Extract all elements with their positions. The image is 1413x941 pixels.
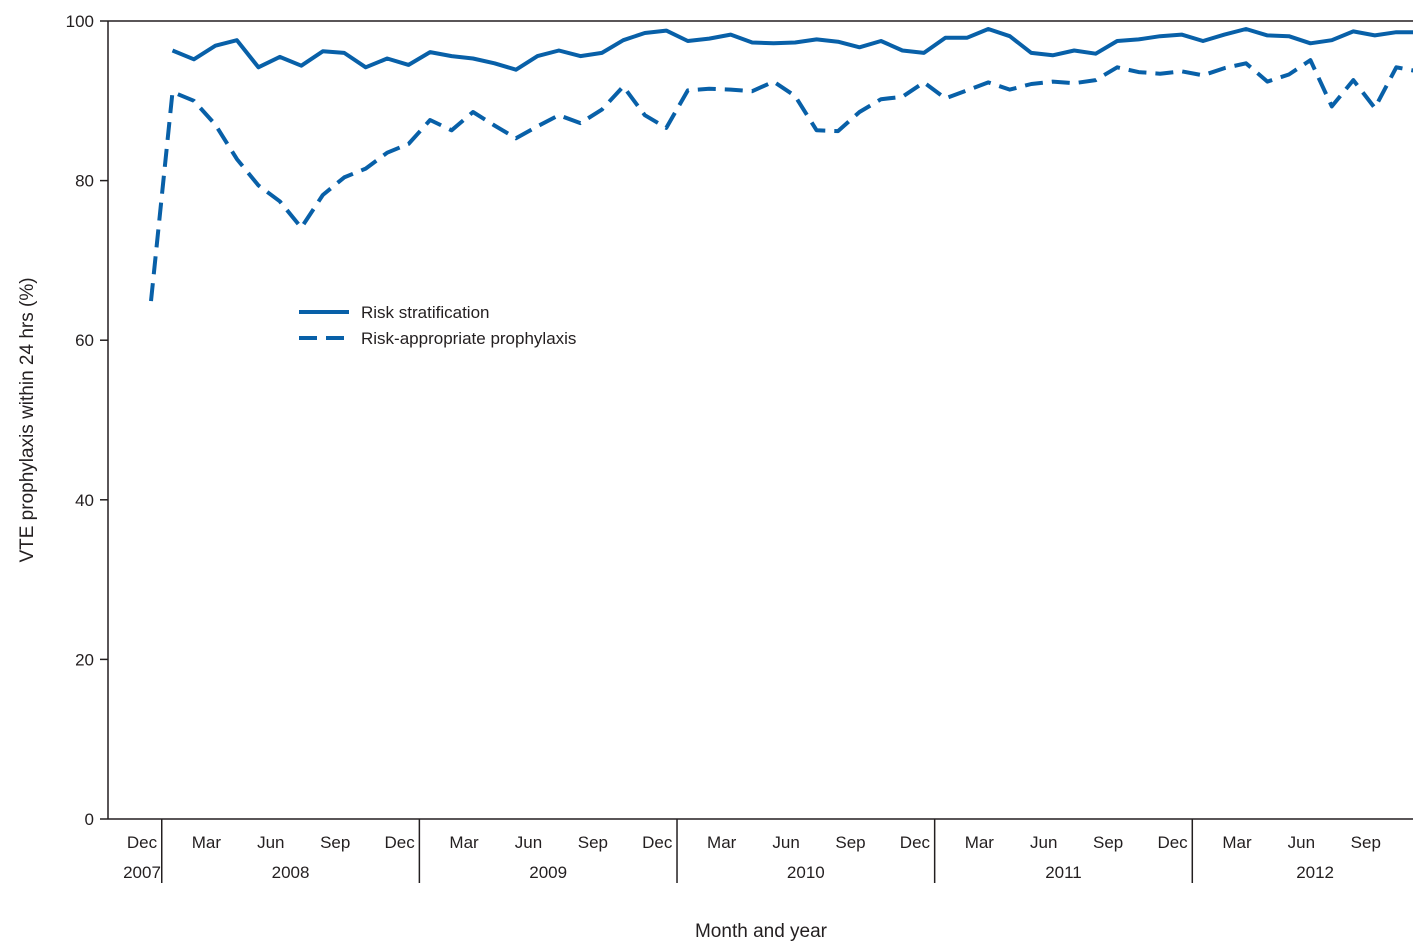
y-tick-label: 40 <box>75 491 94 510</box>
x-tick-label: Sep <box>835 833 865 852</box>
year-label: 2008 <box>272 863 310 882</box>
x-tick-label: Jun <box>257 833 284 852</box>
x-tick-label: Mar <box>449 833 479 852</box>
x-axis: Dec Mar Jun Sep Dec Mar Jun Sep Dec Mar Jun Sep Dec M… <box>123 819 1381 883</box>
x-tick-label: Sep <box>1093 833 1123 852</box>
x-tick-label: Sep <box>320 833 350 852</box>
year-label: 2012 <box>1296 863 1334 882</box>
x-tick-label: Jun <box>772 833 799 852</box>
series-line-risk-appropriate-prophylaxis <box>149 58 1413 302</box>
x-tick-label: Mar <box>1222 833 1252 852</box>
year-label: 2011 <box>1045 863 1082 882</box>
x-tick-label: Mar <box>965 833 995 852</box>
y-tick-label: 20 <box>75 650 94 669</box>
y-axis-title: VTE prophylaxis within 24 hrs (%) <box>17 277 38 562</box>
plot-frame <box>107 20 1413 820</box>
legend-label-risk-appropriate-prophylaxis: Risk-appropriate prophylaxis <box>361 329 576 348</box>
x-tick-label: Jun <box>1288 833 1315 852</box>
legend: Risk stratification Risk-appropriate pro… <box>299 303 576 348</box>
series-layer <box>149 27 1413 302</box>
y-tick-label: 80 <box>75 172 94 191</box>
x-tick-label: Mar <box>192 833 222 852</box>
y-tick-label: 0 <box>85 810 94 829</box>
x-tick-label: Sep <box>578 833 608 852</box>
y-tick-label: 60 <box>75 331 94 350</box>
legend-label-risk-stratification: Risk stratification <box>361 303 489 322</box>
x-tick-label: Mar <box>707 833 737 852</box>
x-tick-label: Jun <box>1030 833 1057 852</box>
series-line-risk-stratification <box>171 27 1413 72</box>
x-tick-label: Sep <box>1351 833 1381 852</box>
x-tick-label: Jun <box>515 833 542 852</box>
x-axis-title: Month and year <box>695 921 828 941</box>
y-tick-label: 100 <box>66 12 94 31</box>
x-tick-label: Dec <box>127 833 158 852</box>
x-tick-label: Dec <box>900 833 931 852</box>
x-tick-label: Dec <box>642 833 673 852</box>
year-label: 2009 <box>529 863 567 882</box>
year-label: 2007 <box>123 863 161 882</box>
x-tick-label: Dec <box>1157 833 1188 852</box>
y-axis: 0 20 40 60 80 100 <box>66 12 108 829</box>
x-tick-label: Dec <box>385 833 416 852</box>
year-label: 2010 <box>787 863 825 882</box>
